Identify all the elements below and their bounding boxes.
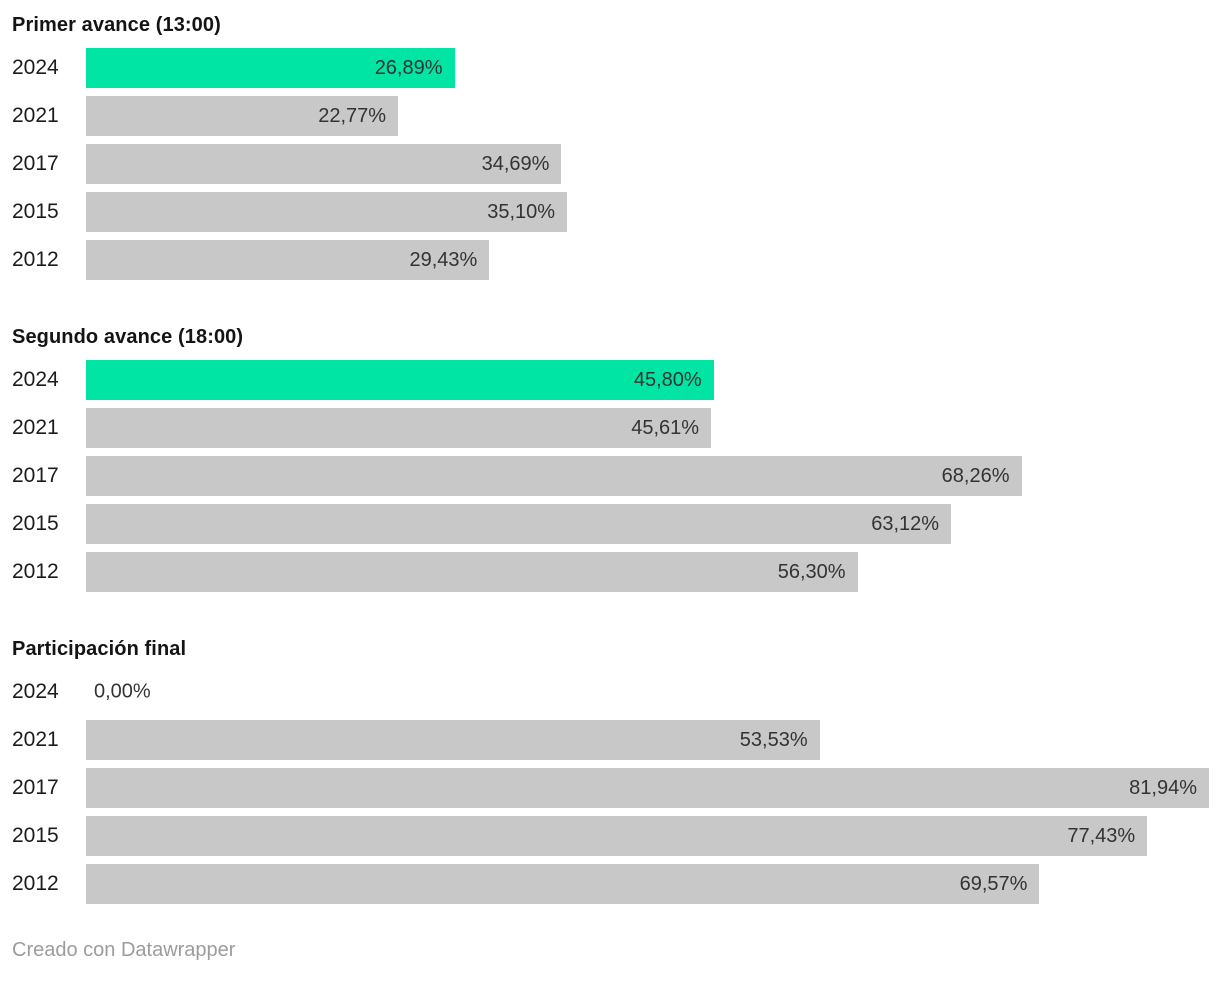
value-label: 0,00% <box>94 680 151 703</box>
datawrapper-credit-link[interactable]: Creado con Datawrapper <box>12 939 236 961</box>
value-label: 77,43% <box>1067 824 1136 847</box>
bar-row: 2015 35,10% <box>12 192 1209 232</box>
bar-plot-area: 68,26% <box>86 456 1209 496</box>
bar: 63,12% <box>86 504 952 544</box>
value-label: 34,69% <box>481 152 550 175</box>
value-label: 29,43% <box>409 248 478 271</box>
bar-row: 2021 53,53% <box>12 720 1209 760</box>
category-label: 2021 <box>12 416 59 439</box>
category-label: 2024 <box>12 368 59 391</box>
bar: 22,77% <box>86 96 399 136</box>
category-label: 2015 <box>12 200 59 223</box>
category-label: 2015 <box>12 512 59 535</box>
bar-plot-area: 77,43% <box>86 816 1209 856</box>
bar-row: 2024 0,00% <box>12 672 1209 712</box>
category-label: 2012 <box>12 560 59 583</box>
bar-plot-area: 35,10% <box>86 192 1209 232</box>
bar: 56,30% <box>86 552 858 592</box>
value-label: 68,26% <box>941 464 1010 487</box>
chart-footer: Creado con Datawrapper <box>12 938 1209 962</box>
category-label: 2012 <box>12 872 59 895</box>
bar-plot-area: 45,61% <box>86 408 1209 448</box>
bar-highlight: 26,89% <box>86 48 455 88</box>
bar-row: 2024 45,80% <box>12 360 1209 400</box>
bar-plot-area: 45,80% <box>86 360 1209 400</box>
category-label: 2024 <box>12 56 59 79</box>
section-title: Segundo avance (18:00) <box>12 326 244 348</box>
bar-row: 2024 26,89% <box>12 48 1209 88</box>
value-label: 63,12% <box>871 512 940 535</box>
category-label: 2024 <box>12 680 59 703</box>
bar-plot-area: 56,30% <box>86 552 1209 592</box>
bar-row: 2012 29,43% <box>12 240 1209 280</box>
bar-row: 2017 34,69% <box>12 144 1209 184</box>
bar: 45,61% <box>86 408 712 448</box>
bar: 29,43% <box>86 240 490 280</box>
bar-plot-area: 69,57% <box>86 864 1209 904</box>
bar-row: 2017 81,94% <box>12 768 1209 808</box>
chart-section: Participación final 2024 0,00% 2021 53,53% 20… <box>12 636 1209 904</box>
bar-row: 2021 45,61% <box>12 408 1209 448</box>
category-label: 2012 <box>12 248 59 271</box>
bar-plot-area: 26,89% <box>86 48 1209 88</box>
category-label: 2017 <box>12 776 59 799</box>
bar: 53,53% <box>86 720 820 760</box>
value-label: 45,80% <box>633 368 702 391</box>
value-label: 56,30% <box>777 560 846 583</box>
bar-row: 2017 68,26% <box>12 456 1209 496</box>
bar: 35,10% <box>86 192 568 232</box>
value-label: 35,10% <box>487 200 556 223</box>
section-title: Primer avance (13:00) <box>12 14 221 36</box>
bar-plot-area: 63,12% <box>86 504 1209 544</box>
value-label: 45,61% <box>631 416 700 439</box>
bar: 68,26% <box>86 456 1022 496</box>
bar-plot-area: 0,00% <box>86 672 1209 712</box>
bar: 81,94% <box>86 768 1209 808</box>
category-label: 2021 <box>12 104 59 127</box>
bar-row: 2012 69,57% <box>12 864 1209 904</box>
category-label: 2017 <box>12 152 59 175</box>
bar-plot-area: 22,77% <box>86 96 1209 136</box>
bar-plot-area: 29,43% <box>86 240 1209 280</box>
bar-highlight: 45,80% <box>86 360 714 400</box>
value-label: 53,53% <box>739 728 808 751</box>
bar-row: 2015 77,43% <box>12 816 1209 856</box>
chart-section: Primer avance (13:00) 2024 26,89% 2021 22,77… <box>12 12 1209 280</box>
category-label: 2015 <box>12 824 59 847</box>
bar: 69,57% <box>86 864 1040 904</box>
bar-row: 2021 22,77% <box>12 96 1209 136</box>
chart-sections: Primer avance (13:00) 2024 26,89% 2021 22,77… <box>12 12 1209 904</box>
bar-plot-area: 53,53% <box>86 720 1209 760</box>
section-title: Participación final <box>12 638 187 660</box>
chart-section: Segundo avance (18:00) 2024 45,80% 2021 45,6… <box>12 324 1209 592</box>
bar: 34,69% <box>86 144 562 184</box>
bar-row: 2015 63,12% <box>12 504 1209 544</box>
value-label: 22,77% <box>318 104 387 127</box>
bar-plot-area: 81,94% <box>86 768 1209 808</box>
value-label: 69,57% <box>959 872 1028 895</box>
value-label: 26,89% <box>374 56 443 79</box>
bar-plot-area: 34,69% <box>86 144 1209 184</box>
category-label: 2021 <box>12 728 59 751</box>
bar: 77,43% <box>86 816 1148 856</box>
value-label: 81,94% <box>1129 776 1197 799</box>
bar-row: 2012 56,30% <box>12 552 1209 592</box>
category-label: 2017 <box>12 464 59 487</box>
